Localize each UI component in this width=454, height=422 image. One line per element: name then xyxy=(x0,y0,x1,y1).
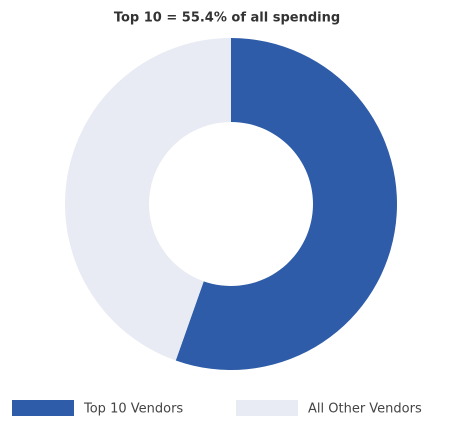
donut-slice xyxy=(65,38,231,361)
donut-slice xyxy=(175,38,397,370)
legend-swatch xyxy=(236,400,298,416)
legend-label: Top 10 Vendors xyxy=(83,402,183,417)
chart-title: Top 10 = 55.4% of all spending xyxy=(114,11,340,26)
legend-label: All Other Vendors xyxy=(308,402,422,417)
legend-swatch xyxy=(12,400,74,416)
